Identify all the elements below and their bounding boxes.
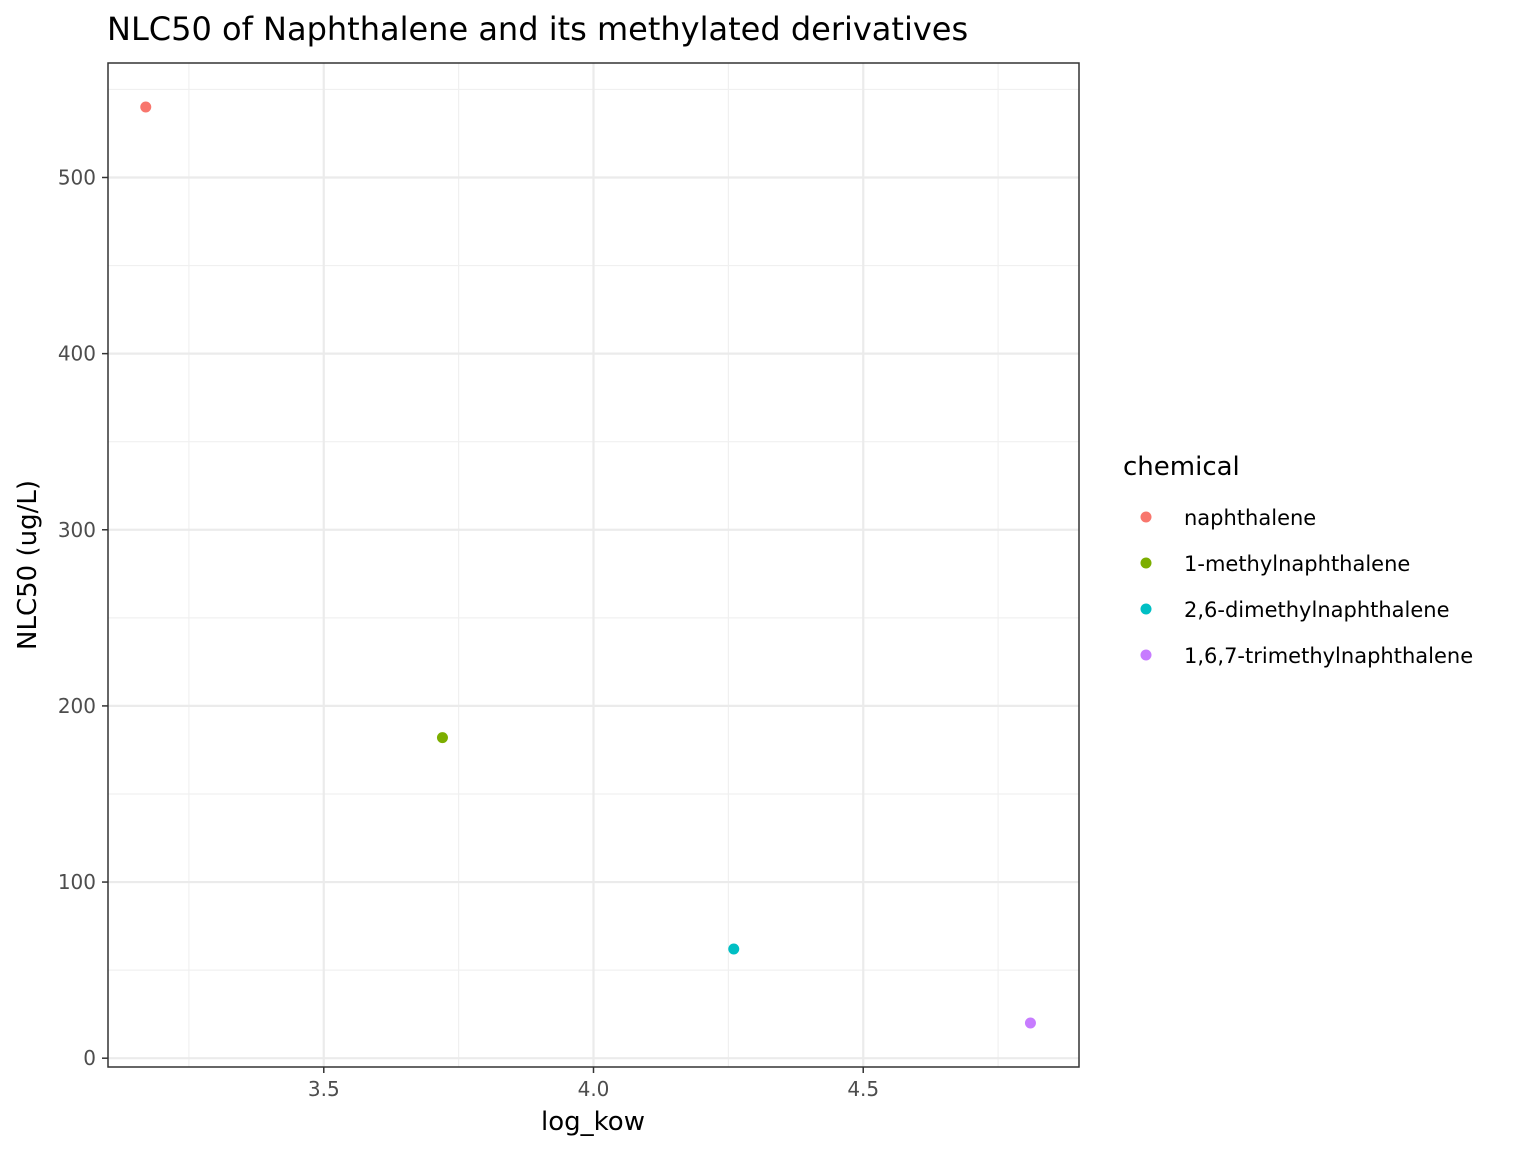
legend: chemical naphthalene 1-methylnaphthalene 2… xyxy=(1123,452,1473,668)
legend-label: 1-methylnaphthalene xyxy=(1184,552,1410,576)
legend-label: 2,6-dimethylnaphthalene xyxy=(1184,598,1450,622)
chart-title: NLC50 of Naphthalene and its methylated … xyxy=(107,10,968,48)
plot-panel: 3.5 4.0 4.5 0 100 200 300 400 500 xyxy=(58,62,1080,1101)
y-tick-label: 300 xyxy=(58,518,96,542)
y-tick-label: 200 xyxy=(58,694,96,718)
y-axis-title: NLC50 (ug/L) xyxy=(13,480,43,650)
y-tick-label: 100 xyxy=(58,870,96,894)
legend-key xyxy=(1140,557,1152,569)
x-tick-label: 4.5 xyxy=(847,1077,879,1101)
x-tick-label: 3.5 xyxy=(308,1077,340,1101)
legend-label: naphthalene xyxy=(1184,506,1316,530)
legend-key xyxy=(1140,603,1152,615)
legend-title: chemical xyxy=(1123,452,1240,482)
y-tick-label: 0 xyxy=(83,1046,96,1070)
legend-key xyxy=(1140,511,1152,523)
x-tick-label: 4.0 xyxy=(578,1077,610,1101)
legend-label: 1,6,7-trimethylnaphthalene xyxy=(1184,644,1473,668)
data-point xyxy=(140,101,152,113)
y-tick-label: 400 xyxy=(58,342,96,366)
x-axis-title: log_kow xyxy=(541,1107,645,1137)
data-point xyxy=(436,732,448,744)
y-tick-label: 500 xyxy=(58,165,96,189)
data-point xyxy=(1024,1017,1036,1029)
legend-key xyxy=(1140,649,1152,661)
data-point xyxy=(728,943,740,955)
plot-border xyxy=(107,62,1080,1068)
